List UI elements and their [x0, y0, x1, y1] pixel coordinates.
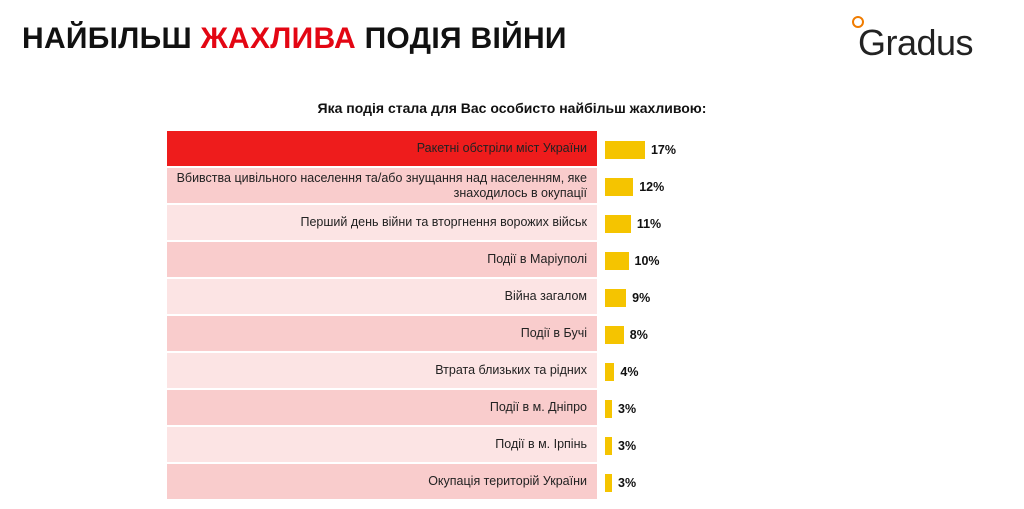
value-label: 8%	[629, 327, 648, 342]
bar	[605, 473, 613, 492]
title-part: ЖАХЛИВА	[200, 22, 356, 55]
category-label: Ракетні обстріли міст України	[167, 131, 597, 166]
value-label: 10%	[634, 253, 660, 268]
logo-dot	[852, 16, 864, 28]
row: Події в Маріуполі 10%	[167, 242, 676, 279]
category-label: Події в Бучі	[167, 316, 597, 351]
category-label: Війна загалом	[167, 279, 597, 314]
plot: Ракетні обстріли міст України 17% Вбивства…	[167, 131, 676, 501]
category-label: Окупація територій України	[167, 464, 597, 499]
category-label: Події в м. Ірпінь	[167, 427, 597, 462]
logo: Gradus	[858, 22, 974, 63]
row: Окупація територій України 3%	[167, 464, 676, 501]
title-part: НАЙБІЛЬШ	[22, 22, 201, 55]
bar	[605, 325, 624, 344]
row: Ракетні обстріли міст України 17%	[167, 131, 676, 168]
row: Події в м. Ірпінь 3%	[167, 427, 676, 464]
bar	[605, 140, 645, 159]
value-label: 3%	[618, 438, 637, 453]
bar	[605, 214, 631, 233]
value-label: 17%	[650, 142, 676, 157]
bar	[605, 251, 629, 270]
value-label: 9%	[632, 290, 651, 305]
value-label: 11%	[636, 216, 662, 231]
category-label: Події в Маріуполі	[167, 242, 597, 277]
bar	[605, 362, 615, 381]
row: Втрата близьких та рідних 4%	[167, 353, 676, 390]
value-label: 3%	[618, 401, 637, 416]
value-label: 4%	[620, 364, 639, 379]
bar	[605, 288, 627, 307]
row: Перший день війни та вторгнення ворожих …	[167, 205, 676, 242]
bar	[605, 177, 634, 196]
row: Події в м. Дніпро 3%	[167, 390, 676, 427]
row: Війна загалом 9%	[167, 279, 676, 316]
category-label: Події в м. Дніпро	[167, 390, 597, 425]
title-part: ПОДІЯ ВІЙНИ	[355, 22, 567, 55]
bar	[605, 436, 613, 455]
row: Події в Бучі 8%	[167, 316, 676, 353]
value-label: 3%	[618, 475, 637, 490]
chart-title: НАЙБІЛЬШ ЖАХЛИВА ПОДІЯ ВІЙНИ	[22, 22, 567, 56]
row: Вбивства цивільного населення та/або зну…	[167, 168, 676, 205]
bar	[605, 399, 613, 418]
chart-subtitle: Яка подія стала для Вас особисто найбіль…	[317, 100, 707, 116]
category-label: Перший день війни та вторгнення ворожих …	[167, 205, 597, 240]
category-label: Втрата близьких та рідних	[167, 353, 597, 388]
value-label: 12%	[639, 179, 665, 194]
category-label: Вбивства цивільного населення та/або зну…	[167, 168, 597, 203]
